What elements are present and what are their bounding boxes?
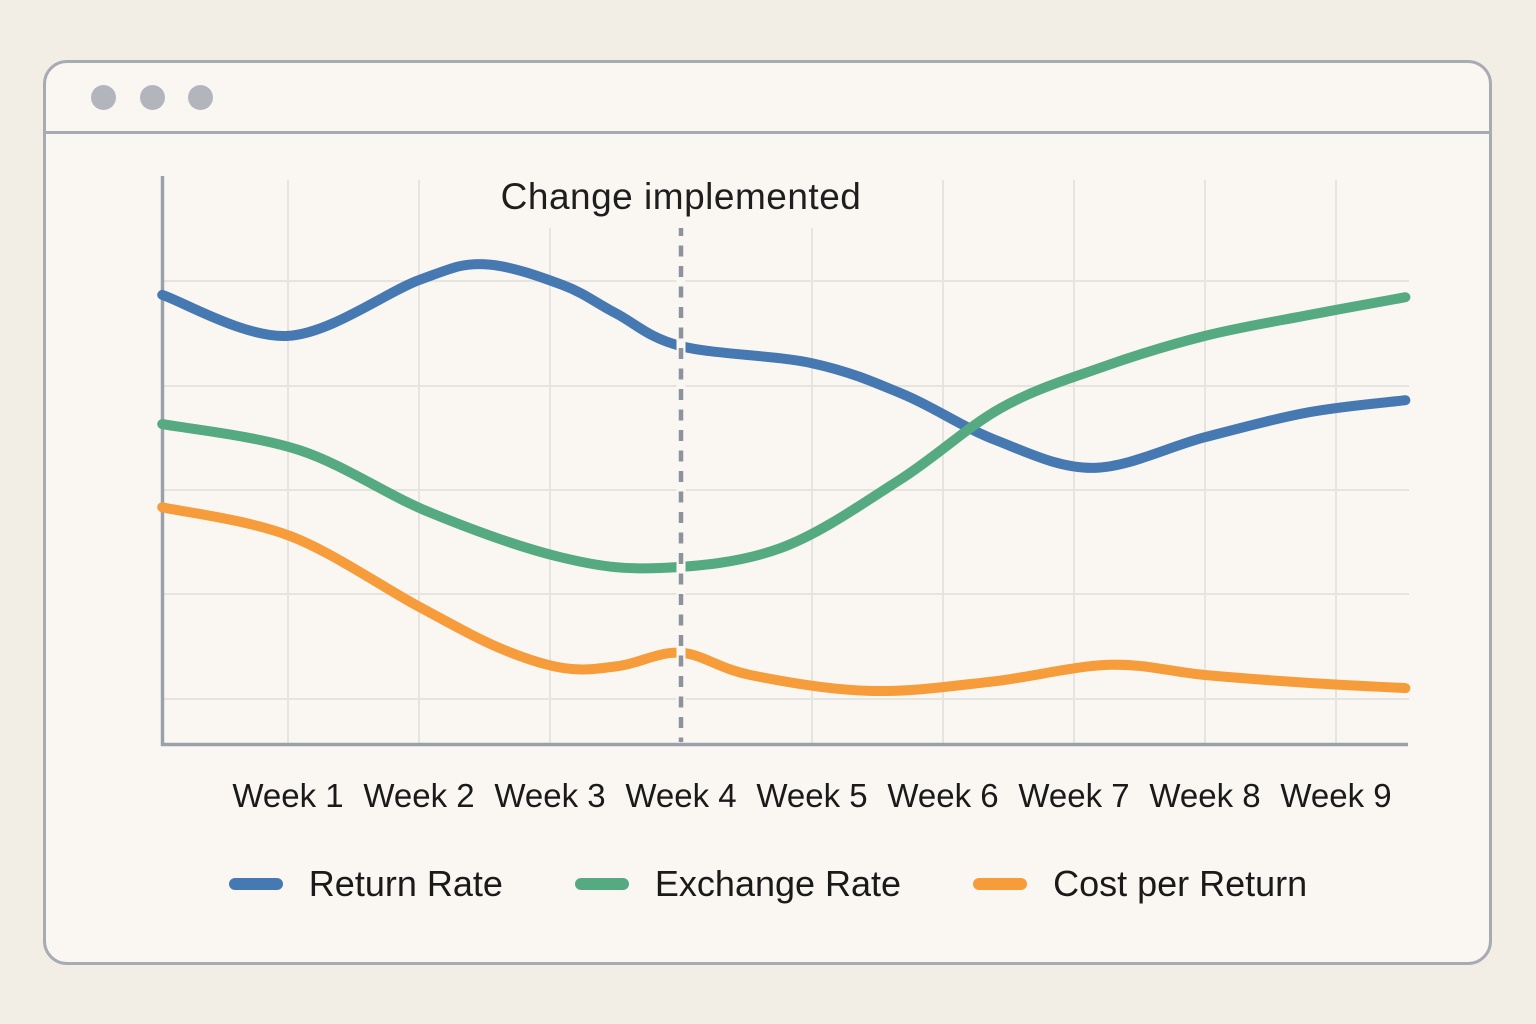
x-axis-label: Week 4 (625, 777, 737, 814)
legend-label: Return Rate (308, 863, 503, 904)
window-dot-icon[interactable] (188, 85, 213, 110)
chart-legend: Return Rate Exchange Rate Cost per Return (0, 863, 1536, 905)
window-dot-icon[interactable] (140, 85, 165, 110)
legend-item-return-rate[interactable]: Return Rate (228, 863, 503, 905)
legend-item-exchange-rate[interactable]: Exchange Rate (574, 863, 902, 905)
legend-swatch-icon (574, 878, 629, 890)
series-line-return-rate (157, 259, 1411, 473)
x-axis-label: Week 7 (1018, 777, 1130, 814)
x-axis-label: Week 6 (887, 777, 999, 814)
annotation-label: Change implemented (478, 172, 884, 228)
legend-label: Exchange Rate (654, 863, 902, 904)
x-axis-label: Week 3 (494, 777, 606, 814)
series-line-exchange-rate (157, 292, 1411, 574)
x-axis-label: Week 5 (756, 777, 868, 814)
x-axis-label: Week 1 (232, 777, 344, 814)
legend-swatch-icon (973, 878, 1028, 890)
legend-swatch-icon (228, 878, 283, 890)
window-titlebar (46, 63, 1489, 134)
series-line-cost-per-return (157, 502, 1411, 697)
x-axis-label: Week 8 (1149, 777, 1261, 814)
x-axis-label: Week 2 (363, 777, 475, 814)
legend-label: Cost per Return (1053, 863, 1308, 904)
window-dot-icon[interactable] (91, 85, 116, 110)
x-axis-label: Week 9 (1280, 777, 1392, 814)
legend-item-cost-per-return[interactable]: Cost per Return (973, 863, 1307, 905)
